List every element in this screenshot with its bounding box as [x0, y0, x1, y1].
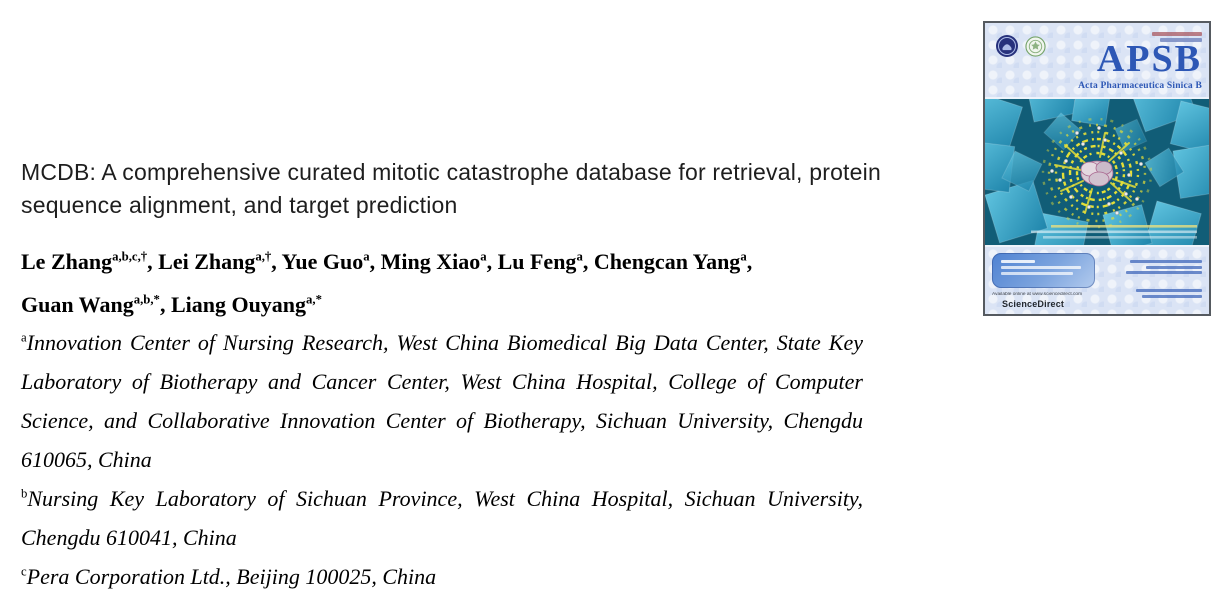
author-name: Yue Guoa — [281, 249, 370, 274]
affiliation: bNursing Key Laboratory of Sichuan Provi… — [21, 479, 863, 557]
cover-footer: Available online at www.sciencedirect.co… — [985, 247, 1209, 314]
author-name: Chengcan Yanga — [593, 249, 747, 274]
journal-cover: APSB Acta Pharmaceutica Sinica B — [983, 21, 1211, 316]
affiliation: aInnovation Center of Nursing Research, … — [21, 323, 863, 479]
author-name: Lei Zhanga,† — [158, 249, 272, 274]
doi-text-lines — [1136, 289, 1202, 298]
cover-artwork — [985, 97, 1209, 247]
author-affiliation-marker: a — [480, 249, 487, 264]
affiliation-text: Nursing Key Laboratory of Sichuan Provin… — [21, 486, 863, 550]
author-affiliation-marker: a — [576, 249, 583, 264]
available-online-text: Available online at www.sciencedirect.co… — [992, 292, 1083, 297]
sciencedirect-logo: ScienceDirect — [1002, 299, 1065, 309]
journal-masthead: APSB — [1096, 38, 1202, 80]
artwork-caption-lines — [1031, 225, 1197, 239]
author-affiliation-marker: a — [740, 249, 747, 264]
affiliation: cPera Corporation Ltd., Beijing 100025, … — [21, 557, 863, 596]
author-name: Guan Wanga,b,* — [21, 292, 160, 317]
issn-text-lines — [1152, 32, 1202, 42]
author-line: Le Zhanga,b,c,†, Lei Zhanga,†, Yue Guoa,… — [21, 249, 753, 274]
journal-subtitle: Acta Pharmaceutica Sinica B — [1078, 81, 1202, 91]
affiliation-marker: a — [21, 330, 27, 345]
nanocube-cluster — [985, 99, 1209, 245]
affiliation-list: aInnovation Center of Nursing Research, … — [21, 323, 863, 596]
author-affiliation-marker: a,† — [255, 249, 272, 264]
affiliation-marker: b — [21, 486, 28, 501]
affiliation-text: Pera Corporation Ltd., Beijing 100025, C… — [26, 564, 437, 589]
author-name: Ming Xiaoa — [380, 249, 487, 274]
author-name: Liang Ouyanga,* — [170, 292, 322, 317]
author-affiliation-marker: a,b,c,† — [112, 249, 148, 264]
author-line: Guan Wanga,b,*, Liang Ouyanga,* — [21, 292, 322, 317]
university-logo-icon — [995, 34, 1019, 63]
affiliation-text: Innovation Center of Nursing Research, W… — [21, 330, 863, 472]
cover-header: APSB Acta Pharmaceutica Sinica B — [985, 23, 1209, 97]
society-logo-icon — [1025, 36, 1046, 62]
publisher-text-lines — [1126, 260, 1202, 274]
author-list: Le Zhanga,b,c,†, Lei Zhanga,†, Yue Guoa,… — [21, 240, 951, 326]
author-name: Le Zhanga,b,c,† — [21, 249, 148, 274]
special-issue-box — [992, 253, 1095, 288]
author-affiliation-marker: a,* — [306, 292, 322, 307]
affiliation-marker: c — [21, 564, 27, 579]
author-affiliation-marker: a,b,* — [133, 292, 160, 307]
author-name: Lu Fenga — [497, 249, 583, 274]
paper-title: MCDB: A comprehensive curated mitotic ca… — [21, 159, 881, 218]
author-affiliation-marker: a — [363, 249, 370, 264]
